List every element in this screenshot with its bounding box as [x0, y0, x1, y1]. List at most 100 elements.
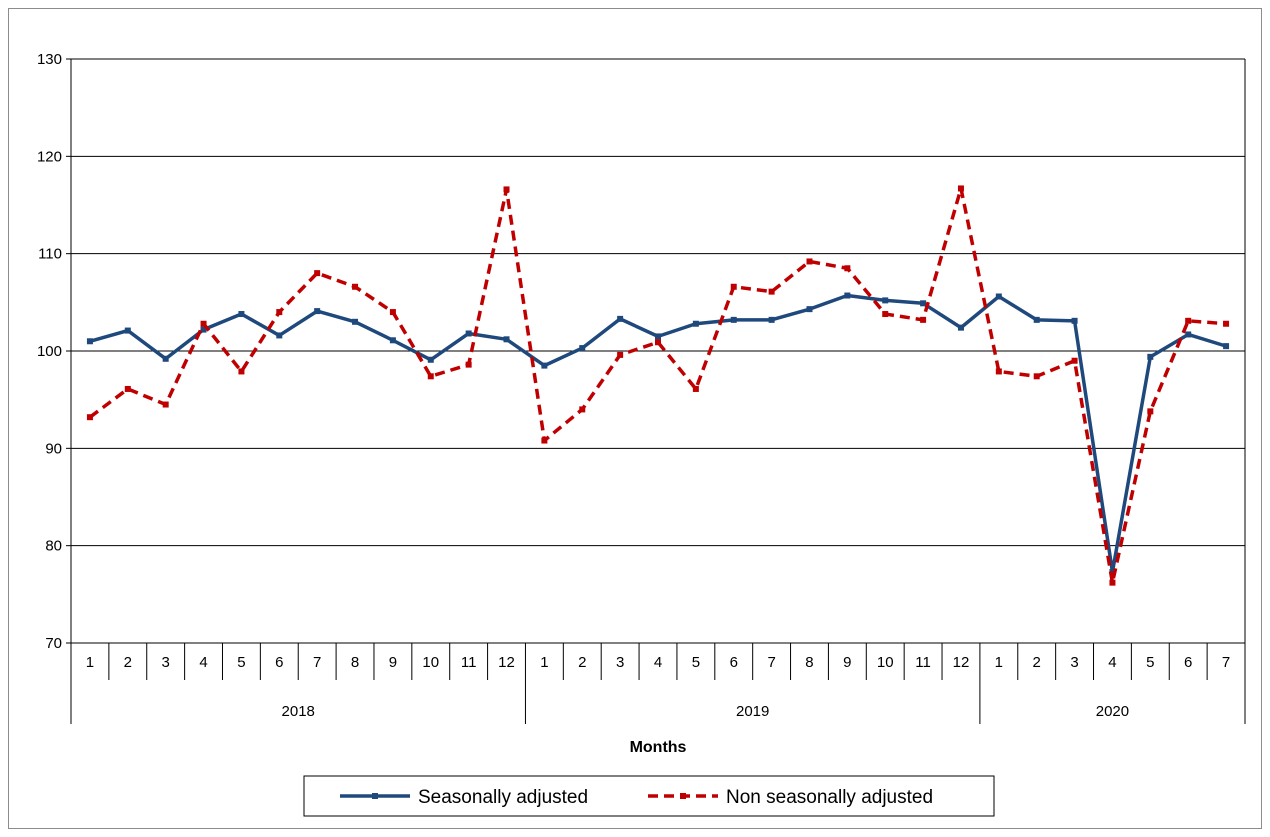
x-tick-label: 9 — [389, 654, 397, 671]
y-tick-label: 130 — [37, 51, 62, 68]
data-point — [1147, 353, 1154, 360]
data-point — [957, 185, 964, 192]
x-tick-label: 11 — [915, 654, 931, 671]
data-point — [692, 385, 699, 392]
data-point — [1071, 357, 1078, 364]
data-point — [730, 316, 737, 323]
x-tick-label: 9 — [843, 654, 851, 671]
data-point — [1033, 316, 1040, 323]
data-point — [427, 373, 434, 380]
x-tick-label: 3 — [1070, 654, 1078, 671]
x-tick-label: 4 — [1108, 654, 1116, 671]
y-tick-label: 100 — [37, 343, 62, 360]
x-tick-label: 10 — [877, 654, 894, 671]
data-point — [124, 327, 131, 334]
x-tick-label: 3 — [162, 654, 170, 671]
data-point — [692, 320, 699, 327]
data-point — [882, 311, 889, 318]
data-point — [882, 297, 889, 304]
data-point — [465, 361, 472, 368]
data-point — [238, 368, 245, 375]
data-point — [844, 265, 851, 272]
x-tick-label: 12 — [498, 654, 515, 671]
x-tick-label: 12 — [953, 654, 970, 671]
data-point — [1147, 408, 1154, 415]
x-tick-label: 8 — [805, 654, 813, 671]
legend-marker — [680, 793, 686, 799]
data-point — [276, 332, 283, 339]
x-tick-label: 7 — [1222, 654, 1230, 671]
data-point — [276, 309, 283, 316]
data-point — [200, 326, 207, 333]
data-point — [124, 385, 131, 392]
data-point — [541, 362, 548, 369]
data-point — [352, 283, 359, 290]
data-point — [86, 414, 93, 421]
data-point — [844, 292, 851, 299]
data-point — [238, 311, 245, 318]
data-point — [465, 330, 472, 337]
data-point — [1185, 317, 1192, 324]
data-point — [1109, 568, 1116, 575]
x-tick-label: 2 — [578, 654, 586, 671]
gridlines — [71, 58, 1246, 644]
data-point — [1071, 317, 1078, 324]
x-tick-label: 1 — [86, 654, 94, 671]
data-point — [768, 288, 775, 295]
y-tick-label: 70 — [45, 635, 62, 652]
year-label: 2018 — [282, 703, 315, 720]
year-label: 2019 — [736, 703, 769, 720]
data-point — [1185, 331, 1192, 338]
x-tick-label: 6 — [1184, 654, 1192, 671]
series-layer — [86, 185, 1230, 586]
x-axis-title: Months — [630, 739, 687, 756]
data-point — [389, 309, 396, 316]
data-point — [86, 338, 93, 345]
series-line-2 — [88, 186, 1227, 585]
x-tick-label: 4 — [199, 654, 207, 671]
x-tick-label: 5 — [1146, 654, 1154, 671]
data-point — [1223, 320, 1230, 327]
data-point — [1223, 343, 1230, 350]
data-point — [352, 318, 359, 325]
data-point — [617, 351, 624, 358]
y-axis: 70 80 90 100 110 120 130 — [37, 51, 72, 724]
x-axis: 1 2 3 4 5 6 7 8 9 10 11 12 1 2 3 4 5 6 7 8 9 10 11 12 1 2 3 4 5 6 7201… — [70, 643, 1246, 724]
data-point — [579, 345, 586, 352]
x-tick-label: 10 — [422, 654, 439, 671]
x-tick-label: 5 — [237, 654, 245, 671]
data-point — [162, 355, 169, 362]
data-point — [503, 336, 510, 343]
data-point — [806, 258, 813, 265]
data-point — [1109, 579, 1116, 586]
y-tick-label: 90 — [45, 440, 62, 457]
data-point — [957, 324, 964, 331]
data-point — [427, 356, 434, 363]
x-tick-label: 2 — [124, 654, 132, 671]
legend-label-1: Seasonally adjusted — [418, 787, 588, 808]
x-tick-label: 5 — [692, 654, 700, 671]
chart-frame — [8, 8, 1262, 829]
data-point — [995, 293, 1002, 300]
legend-label-2: Non seasonally adjusted — [726, 787, 933, 808]
x-tick-label: 6 — [275, 654, 283, 671]
data-point — [162, 401, 169, 408]
data-point — [314, 308, 321, 315]
data-point — [541, 437, 548, 444]
data-point — [617, 315, 624, 322]
x-tick-label: 6 — [730, 654, 738, 671]
data-point — [314, 270, 321, 277]
data-point — [655, 339, 661, 346]
data-point — [730, 283, 737, 290]
data-point — [920, 316, 927, 323]
x-tick-label: 7 — [313, 654, 321, 671]
data-point — [200, 320, 207, 327]
x-tick-label: 8 — [351, 654, 359, 671]
y-tick-label: 120 — [37, 148, 62, 165]
data-point — [768, 316, 775, 323]
data-point — [806, 306, 813, 313]
legend: Seasonally adjusted Non seasonally adjust… — [303, 775, 995, 817]
data-point — [579, 406, 586, 413]
y-tick-label: 110 — [38, 246, 62, 263]
